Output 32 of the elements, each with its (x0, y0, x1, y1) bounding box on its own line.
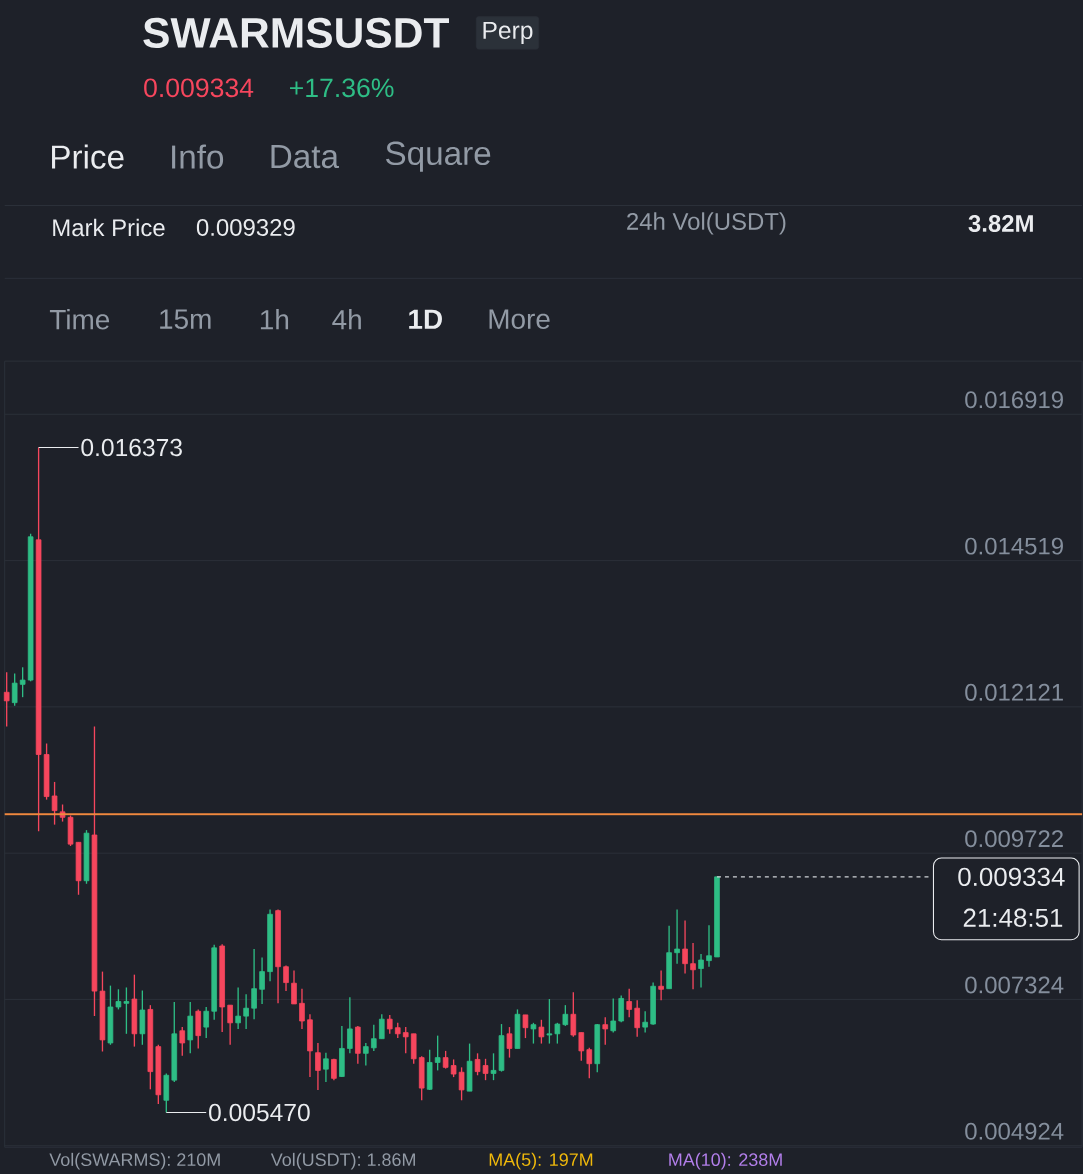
y-tick-label: 0.016919 (965, 391, 1063, 409)
text: Mark Price (53, 218, 165, 237)
text: Perp (483, 21, 533, 44)
text: 4h (332, 309, 361, 330)
y-tick-label: 0.007324 (965, 976, 1064, 994)
text: MA(10): 238M (669, 1152, 782, 1170)
text: 3.82M (968, 214, 1033, 232)
text: Square (385, 141, 491, 172)
text: 15m (160, 309, 211, 329)
y-tick-label: 0.004924 (965, 1122, 1064, 1140)
text: 24h Vol(USDT) (627, 212, 786, 235)
text: Price (51, 144, 124, 169)
annotation: 21:48:51 (963, 908, 1063, 927)
annotation: 0.016373 (81, 438, 182, 457)
text: +17.36% (289, 78, 394, 98)
text: 0.009334 (144, 78, 254, 98)
text: 1h (260, 309, 288, 330)
text: More (489, 309, 550, 329)
text: MA(5): 197M (489, 1152, 593, 1170)
text: Time (49, 308, 110, 330)
text: Data (271, 145, 339, 169)
text: 1D (409, 309, 442, 329)
text: Vol(USDT): 1.86M (270, 1152, 415, 1170)
text: 0.009329 (196, 218, 295, 236)
y-tick-label: 0.014519 (965, 537, 1063, 555)
y-tick-label: 0.009722 (965, 830, 1063, 848)
ref-line-label: 0.009334 (958, 867, 1065, 887)
text: Info (172, 144, 224, 169)
y-tick-label: 0.012121 (965, 683, 1063, 701)
chart-title: SWARMSUSDT (143, 17, 449, 48)
text: Vol(SWARMS): 210M (49, 1152, 220, 1170)
annotation: 0.005470 (208, 1103, 310, 1122)
